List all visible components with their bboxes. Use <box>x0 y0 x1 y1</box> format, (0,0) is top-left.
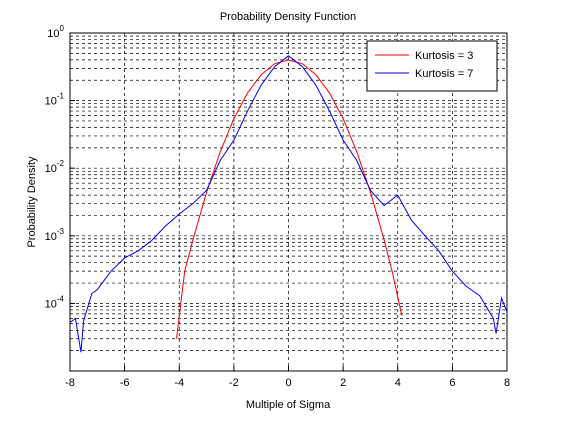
legend-label: Kurtosis = 7 <box>415 68 473 80</box>
y-tick-label: 10-4 <box>45 294 65 310</box>
legend-box <box>366 40 498 92</box>
y-axis-label: Probability Density <box>26 156 38 248</box>
y-tick-label: 10-1 <box>45 92 65 108</box>
x-tick-label: 2 <box>340 377 346 389</box>
y-tick-label: 100 <box>47 24 64 40</box>
series-line <box>176 59 403 339</box>
x-tick-label: -4 <box>174 377 184 389</box>
chart-title: Probability Density Function <box>220 11 356 23</box>
legend-label: Kurtosis = 3 <box>415 50 473 62</box>
x-tick-label: -2 <box>229 377 239 389</box>
plot-frame <box>69 32 508 372</box>
y-tick-label: 10-3 <box>45 227 65 243</box>
x-tick-label: 0 <box>285 377 291 389</box>
x-tick-label: -6 <box>120 377 130 389</box>
x-tick-label: 8 <box>504 377 510 389</box>
x-tick-label: -8 <box>65 377 75 389</box>
y-tick-label: 10-2 <box>45 159 65 175</box>
x-tick-label: 6 <box>449 377 455 389</box>
series-line <box>69 55 508 353</box>
x-axis-label: Multiple of Sigma <box>246 399 331 411</box>
x-tick-label: 4 <box>395 377 401 389</box>
